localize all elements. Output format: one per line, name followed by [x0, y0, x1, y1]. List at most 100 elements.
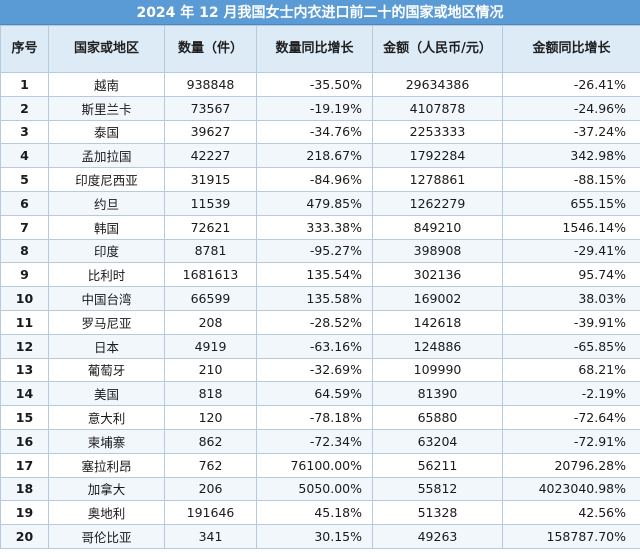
table-row: 18 加拿大 206 5050.00% 55812 4023040.98%: [0, 476, 640, 502]
cell-index: 2: [0, 95, 49, 121]
cell-quantity: 938848: [164, 72, 257, 97]
cell-amount: 1262279: [372, 190, 503, 216]
cell-index: 10: [0, 286, 49, 311]
cell-amount-yoy: 95.74%: [502, 262, 640, 288]
cell-quantity-yoy: -32.69%: [256, 357, 373, 383]
cell-amount: 169002: [372, 286, 503, 311]
cell-amount-yoy: 342.98%: [502, 143, 640, 169]
cell-country: 印度尼西亚: [48, 167, 165, 192]
cell-quantity-yoy: -72.34%: [256, 428, 373, 454]
cell-quantity: 73567: [164, 95, 257, 121]
cell-quantity-yoy: -34.76%: [256, 119, 373, 145]
cell-quantity: 762: [164, 452, 257, 478]
header-amount-yoy: 金额同比增长: [502, 25, 640, 73]
table-row: 14 美国 818 64.59% 81390 -2.19%: [0, 381, 640, 407]
cell-index: 6: [0, 190, 49, 216]
cell-country: 美国: [48, 381, 165, 407]
table-row: 7 韩国 72621 333.38% 849210 1546.14%: [0, 214, 640, 240]
cell-quantity-yoy: -19.19%: [256, 95, 373, 121]
table-title: 2024 年 12 月我国女士内衣进口前二十的国家或地区情况: [0, 0, 640, 25]
table-row: 10 中国台湾 66599 135.58% 169002 38.03%: [0, 286, 640, 311]
cell-amount-yoy: -72.64%: [502, 405, 640, 430]
cell-quantity: 206: [164, 476, 257, 502]
cell-quantity: 39627: [164, 119, 257, 145]
table-row: 3 泰国 39627 -34.76% 2253333 -37.24%: [0, 119, 640, 145]
table-row: 20 哥伦比亚 341 30.15% 49263 158787.70%: [0, 524, 640, 549]
cell-country: 加拿大: [48, 476, 165, 502]
cell-amount: 142618: [372, 309, 503, 335]
table-row: 5 印度尼西亚 31915 -84.96% 1278861 -88.15%: [0, 167, 640, 192]
cell-index: 4: [0, 143, 49, 169]
table-row: 4 孟加拉国 42227 218.67% 1792284 342.98%: [0, 143, 640, 169]
cell-index: 13: [0, 357, 49, 383]
cell-amount-yoy: 68.21%: [502, 357, 640, 383]
cell-amount: 1792284: [372, 143, 503, 169]
cell-country: 约旦: [48, 190, 165, 216]
cell-index: 1: [0, 72, 49, 97]
cell-index: 18: [0, 476, 49, 502]
cell-amount: 302136: [372, 262, 503, 288]
cell-index: 19: [0, 500, 49, 526]
cell-amount-yoy: 655.15%: [502, 190, 640, 216]
cell-quantity: 66599: [164, 286, 257, 311]
cell-index: 11: [0, 309, 49, 335]
cell-index: 17: [0, 452, 49, 478]
cell-amount-yoy: -88.15%: [502, 167, 640, 192]
cell-index: 3: [0, 119, 49, 145]
cell-index: 15: [0, 405, 49, 430]
cell-index: 9: [0, 262, 49, 288]
cell-quantity: 862: [164, 428, 257, 454]
cell-quantity: 11539: [164, 190, 257, 216]
table-row: 16 柬埔寨 862 -72.34% 63204 -72.91%: [0, 428, 640, 454]
cell-country: 柬埔寨: [48, 428, 165, 454]
cell-amount-yoy: -37.24%: [502, 119, 640, 145]
cell-quantity: 42227: [164, 143, 257, 169]
cell-amount: 55812: [372, 476, 503, 502]
cell-quantity-yoy: 218.67%: [256, 143, 373, 169]
cell-amount-yoy: -65.85%: [502, 333, 640, 359]
cell-quantity-yoy: 76100.00%: [256, 452, 373, 478]
cell-amount-yoy: 158787.70%: [502, 524, 640, 549]
header-country: 国家或地区: [48, 25, 165, 73]
cell-index: 14: [0, 381, 49, 407]
header-quantity-yoy: 数量同比增长: [256, 25, 373, 73]
header-amount: 金额（人民币/元）: [372, 25, 503, 73]
cell-quantity: 208: [164, 309, 257, 335]
cell-country: 罗马尼亚: [48, 309, 165, 335]
cell-country: 葡萄牙: [48, 357, 165, 383]
cell-country: 斯里兰卡: [48, 95, 165, 121]
table-row: 1 越南 938848 -35.50% 29634386 -26.41%: [0, 72, 640, 97]
cell-amount: 4107878: [372, 95, 503, 121]
cell-amount: 63204: [372, 428, 503, 454]
cell-country: 印度: [48, 238, 165, 264]
cell-index: 16: [0, 428, 49, 454]
table-row: 12 日本 4919 -63.16% 124886 -65.85%: [0, 333, 640, 359]
cell-amount: 398908: [372, 238, 503, 264]
cell-quantity-yoy: 64.59%: [256, 381, 373, 407]
cell-index: 8: [0, 238, 49, 264]
cell-amount: 109990: [372, 357, 503, 383]
cell-quantity: 818: [164, 381, 257, 407]
table-row: 17 塞拉利昂 762 76100.00% 56211 20796.28%: [0, 452, 640, 478]
cell-quantity-yoy: -63.16%: [256, 333, 373, 359]
cell-index: 12: [0, 333, 49, 359]
cell-amount: 56211: [372, 452, 503, 478]
cell-amount: 49263: [372, 524, 503, 549]
cell-amount: 849210: [372, 214, 503, 240]
cell-quantity: 191646: [164, 500, 257, 526]
cell-quantity: 4919: [164, 333, 257, 359]
cell-amount-yoy: 4023040.98%: [502, 476, 640, 502]
cell-index: 20: [0, 524, 49, 549]
table-row: 2 斯里兰卡 73567 -19.19% 4107878 -24.96%: [0, 95, 640, 121]
cell-country: 哥伦比亚: [48, 524, 165, 549]
cell-index: 7: [0, 214, 49, 240]
cell-quantity: 210: [164, 357, 257, 383]
cell-amount-yoy: 42.56%: [502, 500, 640, 526]
cell-country: 越南: [48, 72, 165, 97]
cell-amount: 1278861: [372, 167, 503, 192]
cell-amount-yoy: 38.03%: [502, 286, 640, 311]
cell-amount-yoy: 20796.28%: [502, 452, 640, 478]
cell-country: 孟加拉国: [48, 143, 165, 169]
cell-quantity-yoy: 479.85%: [256, 190, 373, 216]
cell-quantity-yoy: -35.50%: [256, 72, 373, 97]
